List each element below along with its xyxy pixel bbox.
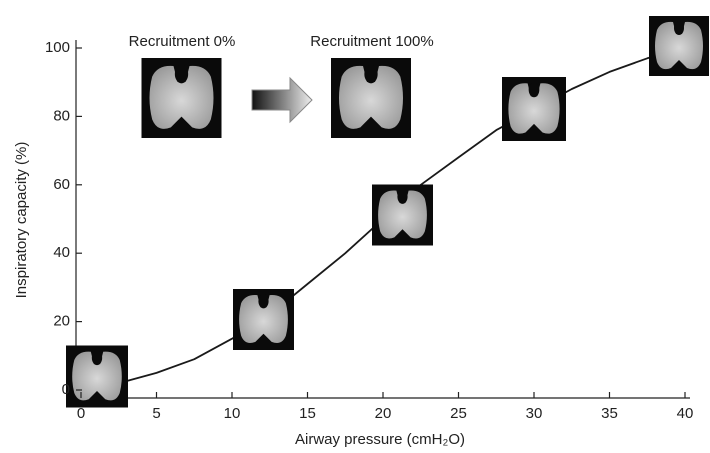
x-tick-label: 20 xyxy=(375,405,392,422)
y-tick-label: 100 xyxy=(45,39,70,56)
y-tick-label: 0 xyxy=(62,381,70,398)
annotation: Recruitment 0% xyxy=(129,33,236,50)
x-tick-label: 25 xyxy=(450,405,467,422)
y-tick-label: 60 xyxy=(53,176,70,193)
x-tick-label: 35 xyxy=(601,405,618,422)
ct-image xyxy=(233,289,294,350)
ct-image xyxy=(141,58,222,138)
y-tick-label: 20 xyxy=(53,313,70,330)
y-tick-label: 40 xyxy=(53,244,70,261)
x-tick-label: 40 xyxy=(677,405,694,422)
x-axis-label: Airway pressure (cmH₂O) xyxy=(295,431,465,448)
y-tick-label: 80 xyxy=(53,107,70,124)
x-tick-label: 15 xyxy=(299,405,316,422)
x-tick-label: 0 xyxy=(77,405,85,422)
ct-image xyxy=(331,58,411,138)
ct-images xyxy=(66,16,709,408)
ct-image xyxy=(372,184,433,246)
ct-image xyxy=(502,77,566,141)
x-tick-label: 5 xyxy=(152,405,160,422)
x-tick-label: 30 xyxy=(526,405,543,422)
arrow xyxy=(251,76,313,124)
ct-image xyxy=(649,16,709,76)
x-tick-label: 10 xyxy=(224,405,241,422)
y-axis-label: Inspiratory capacity (%) xyxy=(13,142,30,299)
ct-image xyxy=(66,345,128,408)
annotation: Recruitment 100% xyxy=(310,33,433,50)
